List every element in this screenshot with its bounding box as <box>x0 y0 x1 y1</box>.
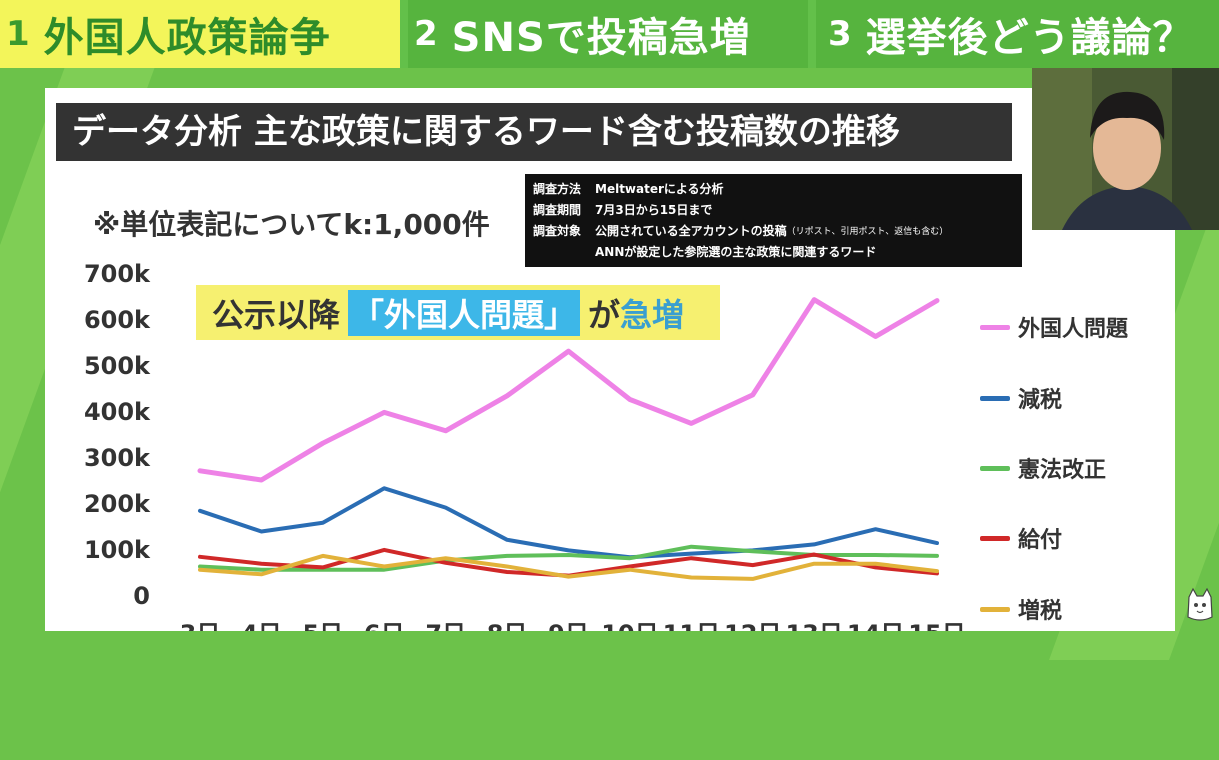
x-tick-label: 13日 <box>785 620 842 631</box>
legend-label: 給付 <box>1018 528 1063 553</box>
method-key: 調査方法 <box>533 182 582 196</box>
y-tick-label: 600k <box>84 306 151 334</box>
y-tick-label: 100k <box>84 536 151 564</box>
legend-swatch <box>980 606 1010 612</box>
method-value: Meltwaterによる分析 <box>595 182 724 196</box>
x-tick-label: 9日 <box>548 620 589 631</box>
method-value: ANNが設定した参院選の主な政策に関連するワード <box>595 245 877 259</box>
legend-label: 憲法改正 <box>1018 458 1107 483</box>
legend-swatch <box>980 324 1010 330</box>
x-tick-label: 12日 <box>724 620 781 631</box>
y-tick-label: 700k <box>84 260 151 288</box>
y-tick-label: 0 <box>133 582 150 610</box>
legend-swatch <box>980 465 1010 471</box>
chart-title: データ分析 主な政策に関するワード含む投稿数の推移 <box>56 103 1012 161</box>
tab-number: 2 <box>414 14 438 54</box>
y-tick-label: 200k <box>84 490 151 518</box>
x-tick-label: 14日 <box>847 620 904 631</box>
legend-label: 増税 <box>1018 599 1063 624</box>
x-tick-label: 10日 <box>601 620 658 631</box>
legend-label: 外国人問題 <box>1018 317 1129 342</box>
presenter-camera-inset <box>1032 68 1219 230</box>
legend-item: 増税 <box>980 593 1062 625</box>
tab-sns-posts[interactable]: 2 SNSで投稿急増 <box>408 0 808 68</box>
series-line <box>198 486 939 560</box>
method-key: 調査対象 <box>533 224 582 238</box>
method-row: ANNが設定した参院選の主な政策に関連するワード <box>533 241 1014 262</box>
method-value: 公開されている全アカウントの投稿 <box>595 224 787 238</box>
x-tick-label: 7日 <box>425 620 466 631</box>
legend-swatch <box>980 395 1010 401</box>
series-line <box>197 297 940 483</box>
method-box: 調査方法 Meltwaterによる分析 調査期間 7月3日から15日まで 調査対… <box>525 174 1022 267</box>
x-tick-label: 11日 <box>663 620 720 631</box>
callout-banner: 公示以降 「外国人問題」 が 急増 <box>196 285 720 340</box>
tab-foreigner-policy[interactable]: 1 外国人政策論争 <box>0 0 400 68</box>
tab-number: 1 <box>6 14 30 54</box>
legend-item: 憲法改正 <box>980 452 1106 484</box>
callout-pre: 公示以降 <box>212 295 341 334</box>
legend-item: 減税 <box>980 382 1062 414</box>
x-tick-label: 3日 <box>180 620 221 631</box>
method-row: 調査対象 公開されている全アカウントの投稿 （リポスト、引用ポスト、返信も含む） <box>533 220 1014 241</box>
tab-after-election[interactable]: 3 選挙後どう議論？ <box>816 0 1219 68</box>
line-chart: 0 100k 200k 300k 400k 500k 600k 700k 3日 4日 5日 6日 7日 8… <box>84 260 966 631</box>
method-note: （リポスト、引用ポスト、返信も含む） <box>786 227 949 237</box>
x-tick-label: 8日 <box>487 620 528 631</box>
legend-item: 外国人問題 <box>980 311 1128 343</box>
y-tick-label: 500k <box>84 352 151 380</box>
y-tick-label: 300k <box>84 444 151 472</box>
method-key: 調査期間 <box>533 203 582 217</box>
legend-label: 減税 <box>1018 388 1063 413</box>
legend-swatch <box>980 535 1010 541</box>
tab-label: 選挙後どう議論？ <box>865 15 1194 61</box>
callout-highlight: 「外国人問題」 <box>348 289 581 336</box>
mascot-logo <box>1187 587 1213 621</box>
series-line <box>198 553 939 581</box>
tab-label: SNSで投稿急増 <box>451 15 751 61</box>
legend-item: 給付 <box>980 522 1062 554</box>
x-tick-label: 5日 <box>302 620 343 631</box>
method-value: 7月3日から15日まで <box>595 203 713 217</box>
tab-label: 外国人政策論争 <box>43 15 331 61</box>
callout-mid: が <box>588 295 621 334</box>
y-tick-label: 400k <box>84 398 151 426</box>
method-row: 調査方法 Meltwaterによる分析 <box>533 178 1014 199</box>
tab-number: 3 <box>828 14 852 54</box>
presenter-image <box>1032 68 1219 230</box>
x-tick-label: 6日 <box>364 620 405 631</box>
method-row: 調査期間 7月3日から15日まで <box>533 199 1014 220</box>
x-tick-label: 4日 <box>241 620 282 631</box>
callout-post: 急増 <box>620 295 685 334</box>
x-tick-label: 15日 <box>908 620 965 631</box>
unit-note: ※単位表記についてk:1,000件 <box>93 208 490 241</box>
